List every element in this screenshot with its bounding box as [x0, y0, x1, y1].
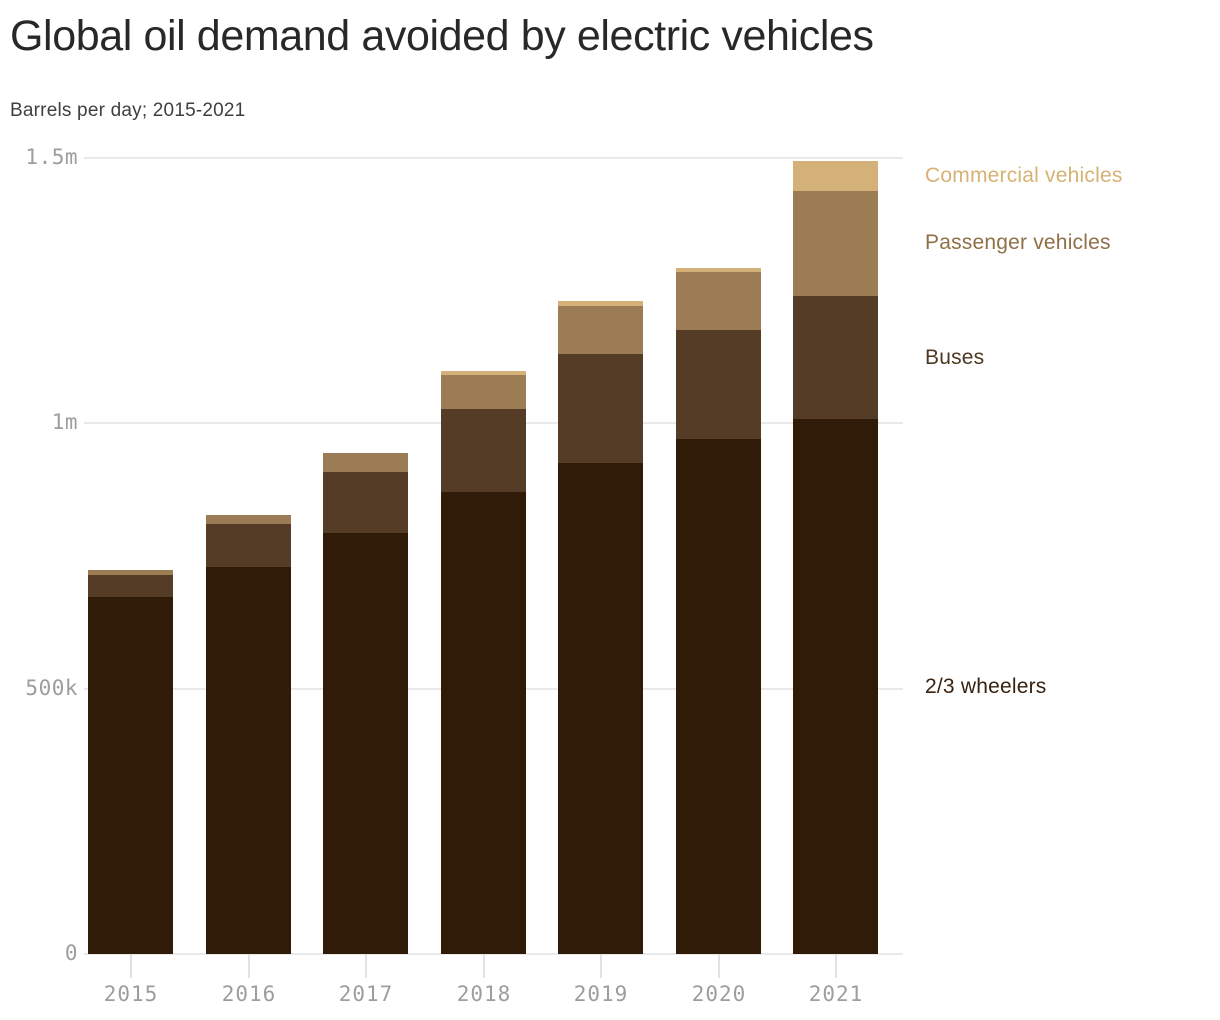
y-axis-tick-label: 1m	[51, 410, 78, 434]
y-axis-tick-label: 0	[64, 941, 78, 965]
x-axis-tick	[835, 954, 837, 978]
bar-segment-commercial-vehicles-2020	[676, 268, 761, 272]
chart-subtitle: Barrels per day; 2015-2021	[10, 100, 246, 121]
bar-segment-buses-2021	[793, 296, 878, 419]
bar-segment-buses-2019	[558, 354, 643, 463]
bar-2018	[441, 371, 526, 954]
bar-segment-passenger-vehicles-2018	[441, 375, 526, 409]
x-axis-label: 2019	[573, 982, 629, 1006]
bar-segment-buses-2016	[206, 524, 291, 567]
bar-segment-2-3-wheelers-2018	[441, 492, 526, 954]
x-axis-tick	[365, 954, 367, 978]
bar-segment-2-3-wheelers-2017	[323, 533, 408, 954]
bar-segment-passenger-vehicles-2019	[558, 306, 643, 354]
bar-segment-2-3-wheelers-2015	[88, 597, 173, 954]
y-axis-tick-label: 1.5m	[25, 145, 78, 169]
chart-title: Global oil demand avoided by electric ve…	[10, 12, 874, 60]
bar-2017	[323, 453, 408, 954]
bar-2016	[206, 515, 291, 954]
bar-segment-passenger-vehicles-2016	[206, 515, 291, 524]
bar-segment-commercial-vehicles-2019	[558, 301, 643, 306]
y-axis-tick-label: 500k	[25, 676, 78, 700]
bar-segment-passenger-vehicles-2020	[676, 272, 761, 330]
bar-segment-buses-2020	[676, 330, 761, 439]
bar-segment-2-3-wheelers-2020	[676, 439, 761, 954]
x-axis-tick	[248, 954, 250, 978]
legend-label-buses: Buses	[925, 346, 985, 369]
bar-segment-2-3-wheelers-2021	[793, 419, 878, 954]
bar-segment-passenger-vehicles-2021	[793, 191, 878, 296]
legend-label-2-3-wheelers: 2/3 wheelers	[925, 675, 1047, 698]
y-gridline-0	[84, 953, 903, 955]
x-axis-label: 2020	[691, 982, 747, 1006]
bar-2020	[676, 268, 761, 954]
x-axis-label: 2016	[221, 982, 277, 1006]
bar-segment-2-3-wheelers-2016	[206, 567, 291, 954]
bar-segment-buses-2015	[88, 575, 173, 597]
x-axis-tick	[483, 954, 485, 978]
x-axis-label: 2021	[808, 982, 864, 1006]
bar-segment-commercial-vehicles-2018	[441, 371, 526, 375]
bar-2021	[793, 161, 878, 954]
bar-segment-buses-2018	[441, 409, 526, 492]
legend-label-passenger-vehicles: Passenger vehicles	[925, 231, 1111, 254]
legend-label-commercial-vehicles: Commercial vehicles	[925, 164, 1123, 187]
x-axis-tick	[130, 954, 132, 978]
x-axis-tick	[718, 954, 720, 978]
x-axis-label: 2017	[338, 982, 394, 1006]
bar-segment-passenger-vehicles-2017	[323, 453, 408, 472]
bar-segment-2-3-wheelers-2019	[558, 463, 643, 954]
bar-segment-passenger-vehicles-2015	[88, 570, 173, 575]
bar-2015	[88, 570, 173, 954]
x-axis-label: 2018	[456, 982, 512, 1006]
bar-segment-commercial-vehicles-2021	[793, 161, 878, 191]
x-axis-label: 2015	[103, 982, 159, 1006]
bar-2019	[558, 301, 643, 954]
x-axis-tick	[600, 954, 602, 978]
y-gridline-1.5m	[84, 157, 903, 159]
bar-segment-buses-2017	[323, 472, 408, 533]
